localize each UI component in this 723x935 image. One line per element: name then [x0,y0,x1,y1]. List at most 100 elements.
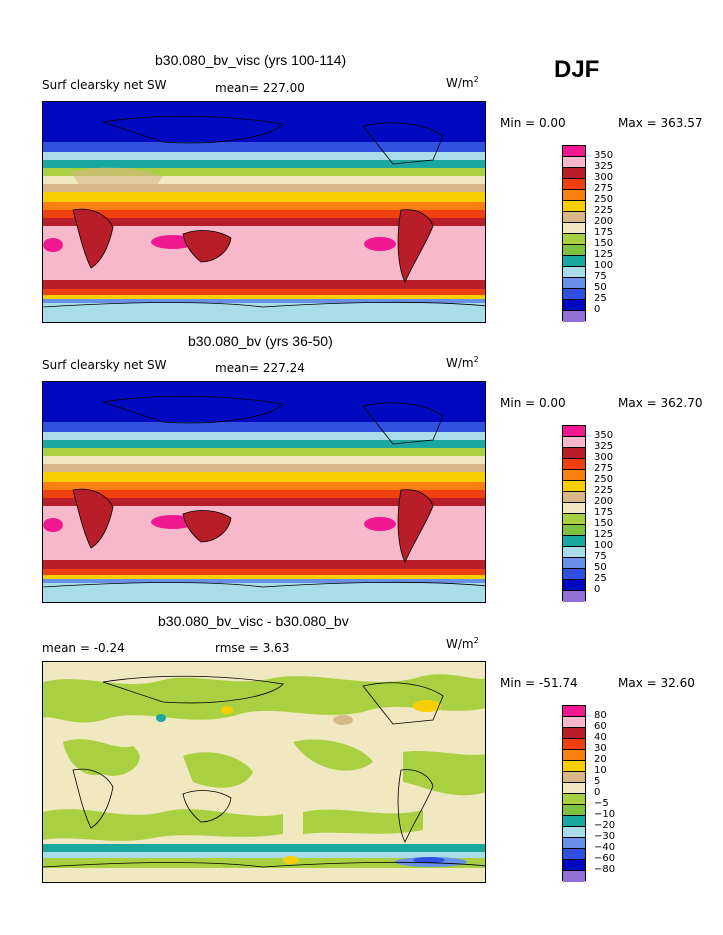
panel-1-title: b30.080_bv_visc (yrs 100-114) [155,52,347,68]
colorbar-tick-label: 350 [594,150,614,161]
colorbar-tick-label: 150 [594,238,614,249]
colorbar-tick-label: 275 [594,463,614,474]
colorbar-tick-label: 40 [594,732,607,743]
colorbar-tick-label: 225 [594,205,614,216]
panel-3-colorbar [562,705,586,882]
panel-3-min: Min = -51.74 [500,676,578,690]
colorbar-swatch [563,794,585,805]
panel-1-map-svg [43,102,485,322]
colorbar-tick-label: 75 [594,551,607,562]
colorbar-tick-label: −80 [594,864,616,875]
colorbar-tick-label: −5 [594,798,609,809]
panel-2-stat-label: mean= 227.24 [215,361,305,375]
colorbar-swatch [563,267,585,278]
colorbar-swatch [563,547,585,558]
colorbar-swatch [563,739,585,750]
colorbar-swatch [563,492,585,503]
panel-2-max: Max = 362.70 [618,396,703,410]
colorbar-tick-label: 25 [594,573,607,584]
colorbar-swatch [563,168,585,179]
colorbar-swatch [563,761,585,772]
panel-2-variable-label: Surf clearsky net SW [42,358,167,372]
colorbar-tick-label: −60 [594,853,616,864]
colorbar-swatch [563,558,585,569]
colorbar-swatch [563,816,585,827]
colorbar-tick-label: 80 [594,710,607,721]
colorbar-swatch [563,278,585,289]
colorbar-tick-label: −10 [594,809,616,820]
colorbar-swatch [563,514,585,525]
colorbar-swatch [563,459,585,470]
colorbar-tick-label: 250 [594,474,614,485]
colorbar-swatch [563,706,585,717]
colorbar-tick-label: 0 [594,584,601,595]
colorbar-swatch [563,525,585,536]
colorbar-tick-label: 325 [594,441,614,452]
colorbar-swatch [563,871,585,882]
panel-3-title: b30.080_bv_visc - b30.080_bv [158,613,349,629]
colorbar-swatch [563,426,585,437]
colorbar-swatch [563,503,585,514]
colorbar-tick-label: 75 [594,271,607,282]
panel-2-min: Min = 0.00 [500,396,566,410]
colorbar-tick-label: 175 [594,227,614,238]
panel-1-variable-label: Surf clearsky net SW [42,78,167,92]
colorbar-tick-label: 25 [594,293,607,304]
colorbar-tick-label: 30 [594,743,607,754]
panel-3-units: W/m2 [446,636,479,651]
panel-1-stat-label: mean= 227.00 [215,81,305,95]
season-label: DJF [554,56,600,83]
colorbar-swatch [563,827,585,838]
colorbar-swatch [563,146,585,157]
panel-1-max: Max = 363.57 [618,116,703,130]
panel-2-map-svg [43,382,485,602]
colorbar-swatch [563,223,585,234]
panel-2-map [42,381,486,603]
colorbar-swatch [563,772,585,783]
colorbar-swatch [563,569,585,580]
panel-1-colorbar [562,145,586,322]
panel-1-map [42,101,486,323]
colorbar-swatch [563,580,585,591]
colorbar-swatch [563,289,585,300]
colorbar-tick-label: 200 [594,216,614,227]
colorbar-tick-label: 325 [594,161,614,172]
colorbar-swatch [563,481,585,492]
colorbar-swatch [563,256,585,267]
colorbar-tick-label: 100 [594,540,614,551]
panel-2-title: b30.080_bv (yrs 36-50) [188,333,333,349]
colorbar-swatch [563,212,585,223]
colorbar-tick-label: 50 [594,282,607,293]
colorbar-tick-label: 0 [594,304,601,315]
colorbar-tick-label: 150 [594,518,614,529]
colorbar-swatch [563,849,585,860]
colorbar-swatch [563,591,585,602]
panel-3-max: Max = 32.60 [618,676,695,690]
colorbar-swatch [563,245,585,256]
colorbar-swatch [563,190,585,201]
panel-3-map-svg [43,662,485,882]
colorbar-tick-label: 50 [594,562,607,573]
colorbar-swatch [563,536,585,547]
colorbar-swatch [563,179,585,190]
panel-3-map [42,661,486,883]
colorbar-swatch [563,311,585,322]
panel-3-rmse-label: rmse = 3.63 [215,641,290,655]
colorbar-swatch [563,750,585,761]
panel-2-colorbar [562,425,586,602]
colorbar-swatch [563,437,585,448]
panel-2-units: W/m2 [446,355,479,370]
colorbar-tick-label: 10 [594,765,607,776]
colorbar-tick-label: 300 [594,172,614,183]
colorbar-swatch [563,728,585,739]
colorbar-swatch [563,717,585,728]
colorbar-tick-label: 125 [594,529,614,540]
colorbar-tick-label: −20 [594,820,616,831]
colorbar-swatch [563,448,585,459]
colorbar-swatch [563,201,585,212]
panel-1-min: Min = 0.00 [500,116,566,130]
colorbar-swatch [563,300,585,311]
colorbar-tick-label: 250 [594,194,614,205]
panel-1-units: W/m2 [446,75,479,90]
